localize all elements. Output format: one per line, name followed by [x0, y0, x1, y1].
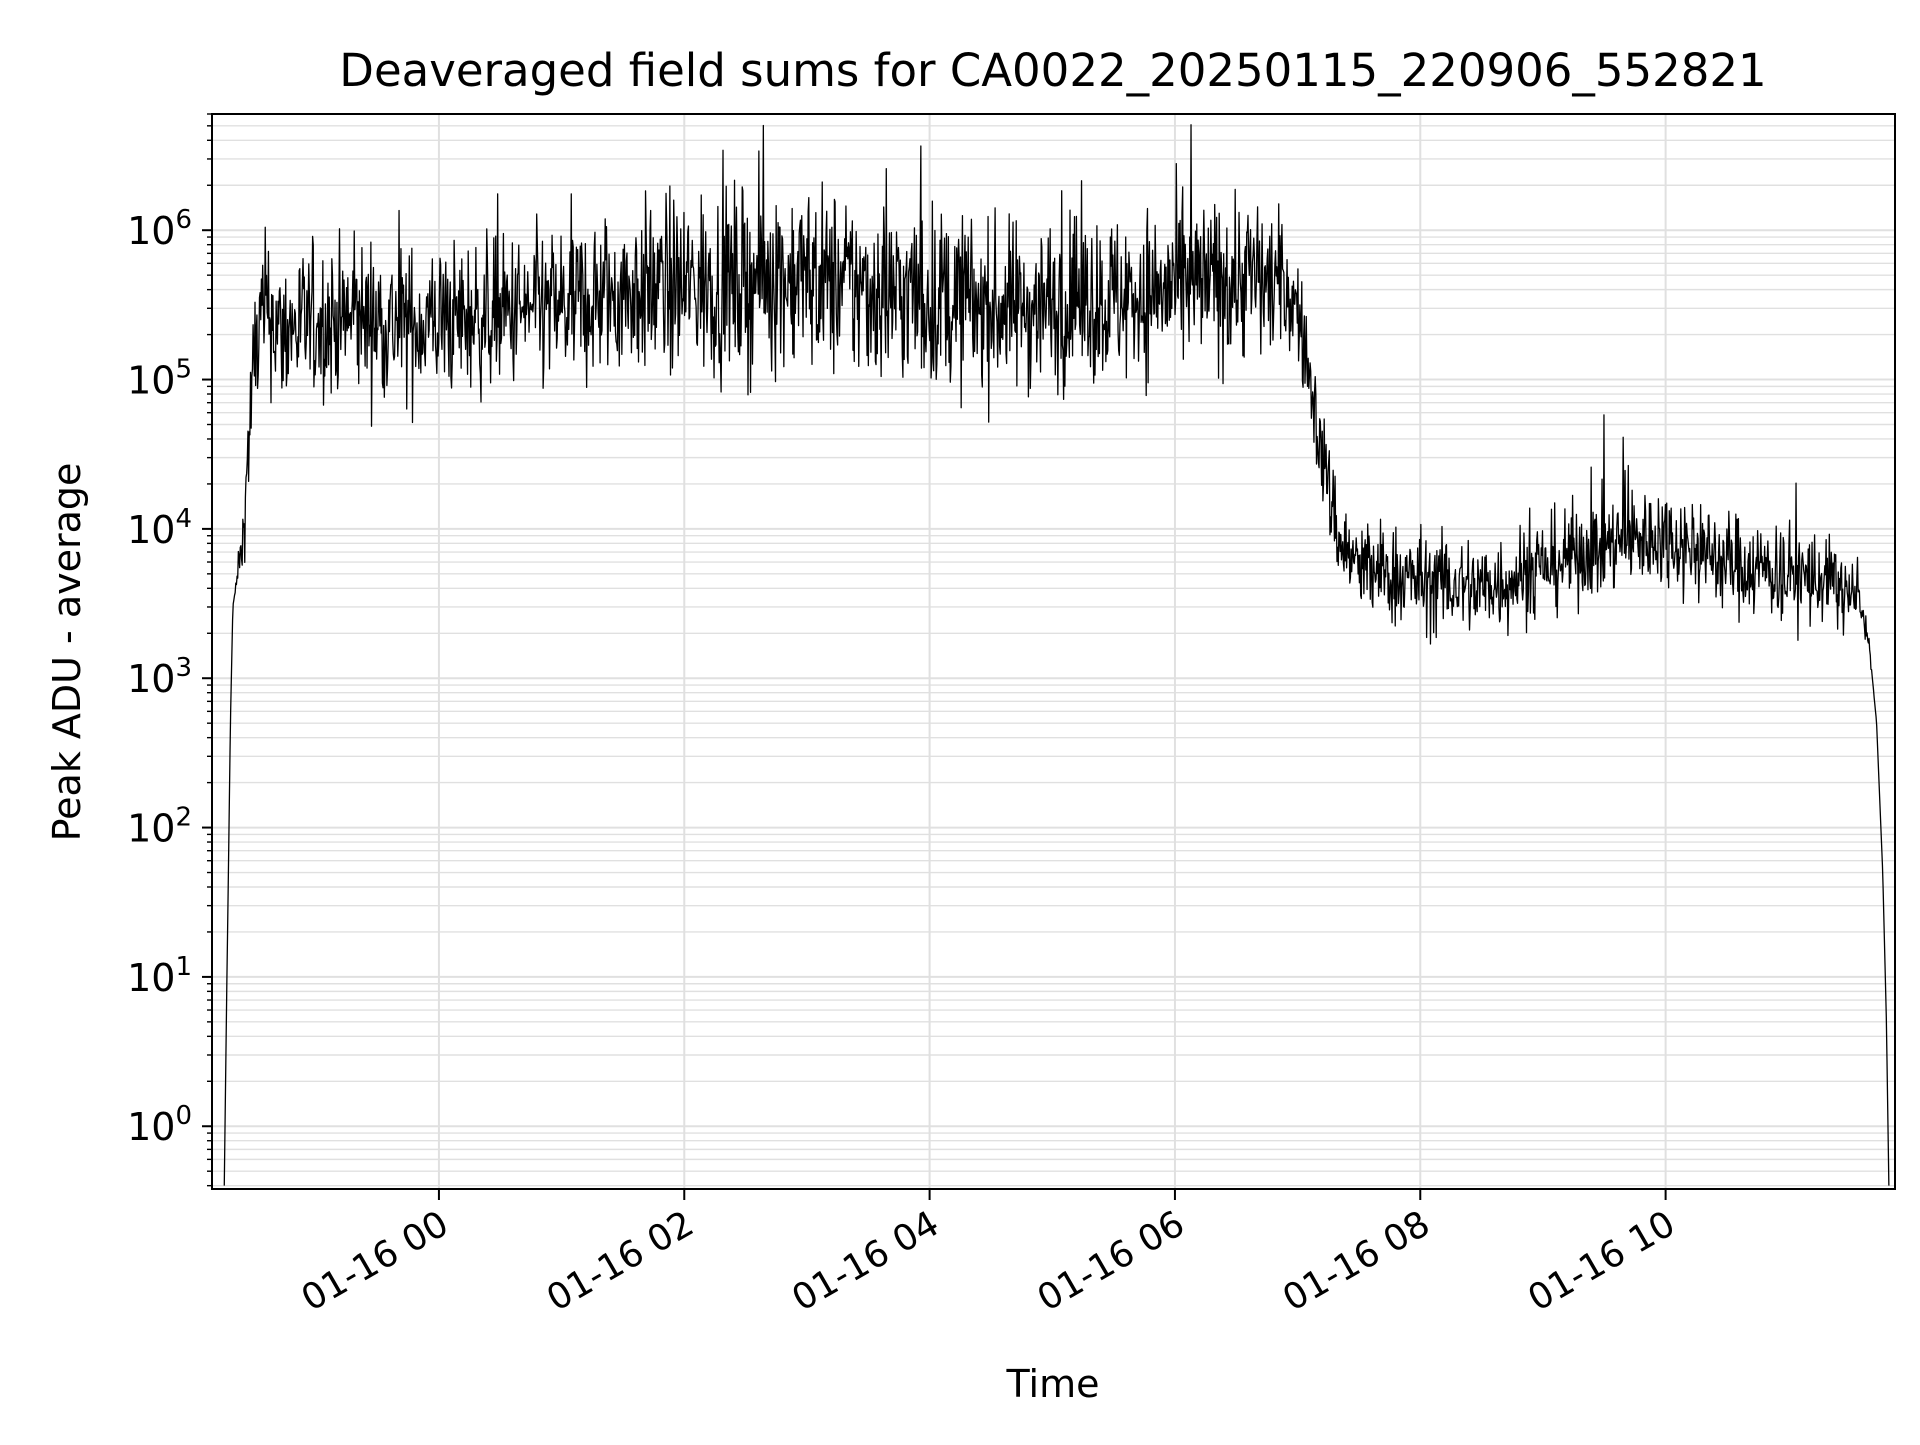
- grid: [212, 113, 1895, 1189]
- x-axis-label: Time: [1006, 1362, 1100, 1406]
- chart-title: Deaveraged field sums for CA0022_2025011…: [339, 44, 1766, 97]
- plot-area: [223, 124, 1890, 1186]
- y-axis: 100 101 102 103 104 105 106: [127, 113, 212, 1187]
- y-tick-label: 103: [127, 653, 192, 701]
- series-line: [223, 124, 1890, 1186]
- y-tick-label: 104: [127, 504, 192, 552]
- y-tick-label: 105: [127, 355, 192, 403]
- y-tick-label: 102: [127, 803, 192, 851]
- y-axis-label: Peak ADU - average: [45, 463, 89, 842]
- y-tick-label: 100: [127, 1101, 192, 1149]
- y-tick-label: 106: [127, 205, 192, 253]
- plot-frame: [211, 113, 1896, 1190]
- y-tick-label: 101: [127, 952, 192, 1000]
